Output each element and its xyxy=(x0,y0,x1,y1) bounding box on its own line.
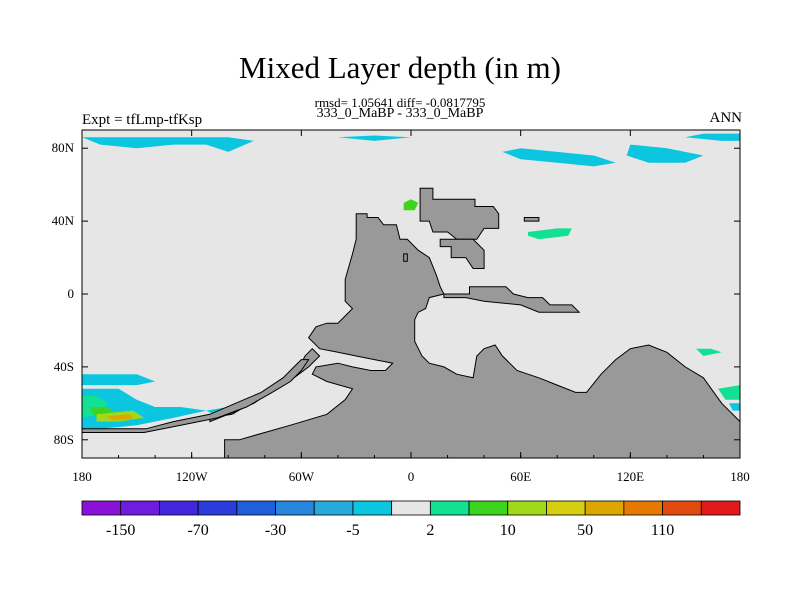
shaded-region-8 xyxy=(502,148,616,167)
land-northern-continent xyxy=(419,187,500,240)
colorbar-label-5: 10 xyxy=(500,522,516,539)
colorbar-label-6: 50 xyxy=(577,522,593,539)
colorbar: -150 -70 -30 -5 2 10 50 110 xyxy=(81,500,741,539)
shaded-region-11 xyxy=(528,228,572,240)
axes: 180 120W 60W 0 60E 120E 180 80N 40N 0 40S 80S xyxy=(52,130,750,484)
colorbar-label-3: -5 xyxy=(346,522,359,539)
colorbar-box-9 xyxy=(429,500,470,516)
colorbar-box-4 xyxy=(236,500,276,516)
shaded-region-1 xyxy=(337,135,411,141)
colorbar-box-7 xyxy=(352,500,393,516)
colorbar-label-0: -150 xyxy=(106,522,135,539)
colorbar-box-8 xyxy=(391,500,431,516)
land-small-island-a xyxy=(523,217,540,222)
shaded-region-13 xyxy=(696,348,722,356)
colorbar-label-7: 110 xyxy=(651,522,674,539)
y-tick-label-3: 40S xyxy=(54,359,74,374)
colorbar-box-15 xyxy=(662,500,702,516)
land-northeast-island xyxy=(439,238,485,269)
shaded-region-7 xyxy=(107,414,134,420)
land-east-bar xyxy=(443,286,581,313)
x-tick-label-0: 180 xyxy=(72,469,92,484)
land-central-landmass xyxy=(224,213,740,458)
colorbar-box-1 xyxy=(120,500,160,516)
shaded-region-16 xyxy=(729,403,740,411)
shaded-region-14 xyxy=(718,385,740,400)
colorbar-box-2 xyxy=(159,500,199,516)
season-label: ANN xyxy=(709,110,743,126)
colorbar-label-1: -70 xyxy=(187,522,208,539)
x-tick-label-1: 120W xyxy=(176,469,209,484)
shaded-layer xyxy=(82,133,740,429)
y-tick-label-1: 40N xyxy=(52,213,75,228)
experiment-label: Expt = tfLmp-tfKsp xyxy=(82,112,203,128)
y-tick-label-2: 0 xyxy=(68,286,75,301)
x-tick-label-3: 0 xyxy=(408,469,415,484)
colorbar-box-0 xyxy=(81,500,122,516)
colorbar-box-10 xyxy=(468,500,509,516)
shaded-region-2 xyxy=(82,374,156,386)
shaded-region-9 xyxy=(626,144,704,163)
chart-subtitle: 333_0_MaBP - 333_0_MaBP xyxy=(316,106,484,121)
x-tick-label-5: 120E xyxy=(617,469,645,484)
colorbar-box-11 xyxy=(507,500,547,516)
shaded-region-12 xyxy=(403,199,419,211)
y-tick-label-4: 80S xyxy=(54,432,74,447)
y-tick-label-0: 80N xyxy=(52,140,75,155)
colorbar-box-5 xyxy=(275,500,315,516)
colorbar-label-4: 2 xyxy=(426,522,434,539)
shaded-region-10 xyxy=(685,133,740,141)
colorbar-box-16 xyxy=(700,500,741,516)
colorbar-label-2: -30 xyxy=(265,522,286,539)
colorbar-box-3 xyxy=(197,500,238,516)
chart-title: Mixed Layer depth (in m) xyxy=(239,50,561,85)
land-layer xyxy=(82,187,740,458)
x-tick-label-6: 180 xyxy=(730,469,750,484)
land-small-island-b xyxy=(403,253,408,262)
colorbar-box-6 xyxy=(313,500,354,516)
colorbar-box-14 xyxy=(623,500,663,516)
x-tick-label-2: 60W xyxy=(289,469,315,484)
shaded-region-0 xyxy=(82,137,254,152)
colorbar-box-12 xyxy=(546,500,586,516)
chart-statistics: rmsd= 1.05641 diff= -0.0817795 xyxy=(314,95,486,110)
colorbar-box-13 xyxy=(584,500,625,516)
x-tick-label-4: 60E xyxy=(510,469,531,484)
land-southwest-strip xyxy=(82,359,310,433)
